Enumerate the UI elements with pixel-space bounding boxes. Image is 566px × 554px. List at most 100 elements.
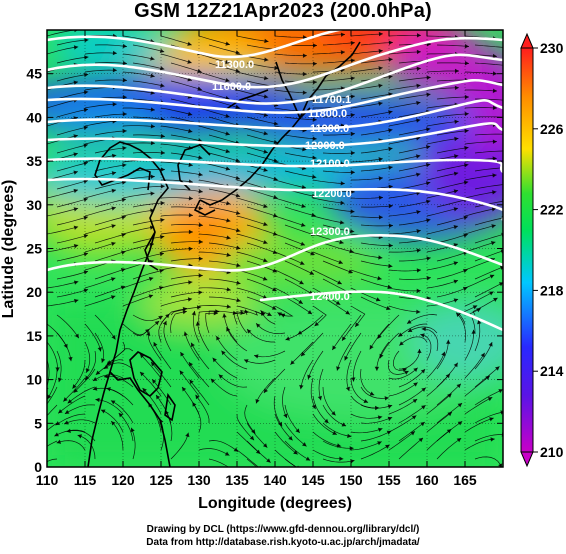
streamline-arrow [198, 172, 203, 177]
streamline-arrow [192, 402, 197, 407]
geopotential-contours [47, 30, 503, 332]
streamline-arrow [311, 212, 316, 218]
streamline-arrow [263, 149, 268, 154]
streamline [464, 174, 497, 181]
streamline-arrow [189, 379, 194, 385]
streamline [160, 231, 193, 235]
streamline [122, 209, 155, 217]
streamline [360, 147, 393, 154]
streamline [388, 192, 421, 199]
streamline-arrow [139, 371, 145, 377]
streamline [56, 73, 89, 82]
streamline [312, 305, 327, 327]
streamline-arrow [73, 188, 78, 194]
streamline [312, 233, 344, 244]
streamline-arrow [374, 366, 380, 371]
streamline-arrow [111, 206, 116, 211]
streamline-arrow [446, 339, 451, 344]
streamline [160, 107, 193, 116]
streamline [350, 251, 383, 259]
streamline [56, 91, 89, 100]
streamline-arrow [198, 222, 203, 228]
streamline [132, 80, 165, 87]
streamline-arrow [355, 322, 360, 327]
streamline-arrow [463, 215, 468, 220]
streamline-arrow [311, 404, 316, 410]
streamline-arrow [340, 50, 345, 55]
streamline [64, 404, 96, 415]
streamline [426, 121, 459, 127]
streamline-arrow [122, 111, 127, 117]
streamline [198, 287, 231, 291]
streamline [208, 62, 240, 73]
streamline-arrow [274, 65, 279, 71]
streamline [312, 395, 329, 424]
streamline [246, 62, 279, 69]
streamline [398, 277, 431, 280]
streamline [55, 413, 86, 426]
streamline-arrow [272, 287, 277, 292]
streamline-arrow [399, 341, 404, 346]
streamline [388, 84, 421, 91]
streamline [312, 431, 342, 447]
streamline-arrow [464, 128, 469, 134]
streamline [198, 215, 231, 222]
streamline [360, 93, 393, 100]
streamline-arrow [388, 243, 393, 248]
streamline [284, 260, 315, 275]
streamline-arrow [256, 323, 261, 328]
streamline-arrow [457, 421, 463, 426]
streamline [221, 350, 248, 370]
streamline [122, 226, 155, 235]
streamline [388, 173, 421, 181]
streamline-arrow [417, 348, 422, 354]
streamline-arrow [216, 335, 221, 341]
streamline-arrow [425, 181, 431, 186]
streamline [322, 206, 355, 213]
streamline-arrow [159, 268, 164, 274]
streamline [312, 413, 338, 435]
contour-label: 11800.0 [308, 108, 347, 120]
streamline-arrow [263, 239, 268, 245]
streamline [436, 287, 468, 298]
streamline-arrow [160, 234, 165, 240]
x-tick-label: 140 [263, 472, 287, 488]
streamline [198, 53, 230, 64]
streamline [132, 236, 165, 244]
streamline [350, 215, 383, 218]
streamline [170, 206, 203, 209]
streamline-arrow [332, 345, 337, 350]
streamline-arrow [77, 434, 83, 439]
y-tick-label: 20 [26, 284, 42, 300]
streamline-arrow [196, 305, 202, 310]
y-tick-label: 35 [26, 153, 42, 169]
streamline [132, 62, 165, 70]
streamline-arrow [331, 411, 336, 416]
streamline [243, 359, 276, 364]
streamline [322, 170, 355, 173]
streamline-arrow [471, 329, 476, 334]
streamline-arrow [226, 252, 231, 257]
streamline [47, 359, 50, 388]
streamline [246, 458, 258, 467]
streamline-arrow [464, 145, 469, 151]
streamline-arrow [378, 195, 383, 200]
streamline-arrow [263, 75, 269, 81]
streamline [212, 357, 238, 379]
streamline [312, 449, 344, 460]
streamline-arrow [111, 224, 116, 229]
streamline [474, 44, 503, 48]
streamline-arrow [25, 468, 29, 473]
streamline [260, 309, 276, 325]
streamline [312, 251, 344, 264]
streamline-arrow [100, 409, 106, 414]
streamline [274, 197, 306, 208]
streamline [170, 62, 202, 73]
credit-data: Data from http://database.rish.kyoto-u.a… [146, 537, 420, 548]
streamline-arrow [264, 57, 269, 62]
streamline-arrow [498, 389, 503, 394]
streamline [122, 142, 156, 145]
streamline-arrow [345, 386, 350, 392]
streamline [94, 251, 126, 262]
streamline [84, 295, 116, 307]
